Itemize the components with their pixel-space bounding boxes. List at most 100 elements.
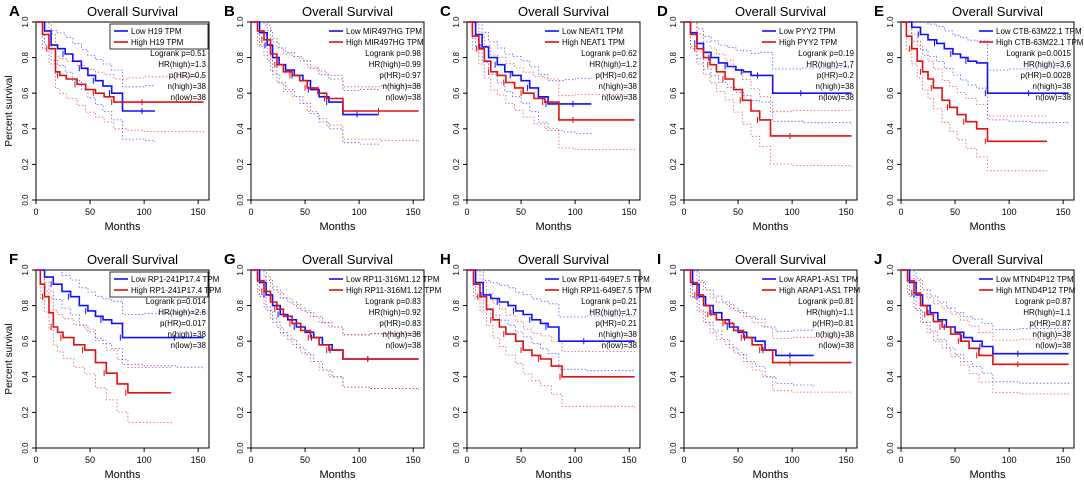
stat-text: p(HR)=0.017 [160, 319, 207, 328]
y-tick-label: 0.4 [21, 371, 30, 383]
stat-text: HR(high)=1.7 [806, 60, 854, 69]
y-tick-label: 0.2 [886, 158, 895, 170]
x-axis-label: Months [104, 469, 141, 481]
y-tick-label: 0.8 [452, 299, 461, 311]
stat-text: HR(high)=2.6 [158, 308, 206, 317]
survival-curve-low [467, 269, 635, 342]
plot-frame [35, 269, 210, 449]
x-tick-label: 150 [1056, 207, 1071, 217]
x-tick-label: 100 [785, 455, 800, 465]
ci-upper-line [36, 269, 204, 315]
chart-title: Overall Survival [302, 252, 393, 267]
x-tick-label: 0 [681, 455, 686, 465]
x-tick-label: 150 [191, 207, 206, 217]
stat-text: Logrank p=0.014 [146, 297, 207, 306]
y-tick-label: 0.6 [236, 335, 245, 347]
legend-label: High RP1-241P17.4 TPM [131, 286, 221, 295]
legend-box [109, 271, 209, 298]
y-tick-label: 0.6 [21, 87, 30, 99]
y-tick-label: 0.6 [886, 335, 895, 347]
chart-title: Overall Survival [952, 252, 1043, 267]
panel-a: A Overall Survival 0 50 100 150 0.0 0.2 0.4 0.6 0.… [4, 3, 210, 233]
stat-text: Logrank p=0.83 [365, 297, 421, 306]
stat-text: n(high)=38 [816, 82, 855, 91]
x-tick-label: 100 [1002, 207, 1017, 217]
stat-text: p(HR)=0.62 [595, 71, 637, 80]
legend-label: Low RP11-316M1.12 TPM [346, 275, 440, 284]
y-tick-label: 0.2 [21, 406, 30, 418]
plot-frame [900, 269, 1075, 449]
x-tick-label: 50 [950, 455, 960, 465]
y-tick-label: 0.4 [886, 371, 895, 383]
ci-lower-line [901, 269, 1069, 396]
x-axis-label: Months [319, 221, 356, 233]
x-axis-label: Months [319, 469, 356, 481]
panel-label: B [224, 3, 235, 20]
y-tick-label: 0.0 [669, 194, 678, 206]
y-tick-label: 0.4 [669, 123, 678, 135]
stat-text: Logrank p=0.98 [365, 49, 421, 58]
y-tick-label: 0.8 [669, 51, 678, 63]
ci-upper-line [251, 21, 419, 88]
ci-upper-line [901, 21, 1069, 71]
legend-label: Low PYY2 TPM [779, 27, 836, 36]
survival-curve-high [251, 21, 419, 112]
legend-label: Low NEAT1 TPM [562, 27, 623, 36]
x-tick-label: 100 [568, 207, 583, 217]
panel-d: D Overall Survival 0 50 100 150 0.0 0.2 0.4 0.6 0.… [657, 3, 858, 233]
ci-upper-line [901, 21, 1048, 117]
ci-lower-line [467, 269, 635, 373]
stat-text: n(low)=38 [386, 93, 422, 102]
y-tick-label: 0.2 [886, 406, 895, 418]
x-tick-label: 0 [681, 207, 686, 217]
y-tick-label: 0.0 [21, 194, 30, 206]
y-tick-label: 0.8 [886, 299, 895, 311]
stat-text: n(high)=38 [599, 330, 638, 339]
panel-g: G Overall Survival 0 50 100 150 0.0 0.2 0.4 0.6 0.… [224, 251, 442, 481]
x-tick-label: 100 [137, 207, 152, 217]
x-tick-label: 50 [733, 455, 743, 465]
stat-text: n(high)=38 [168, 330, 207, 339]
y-tick-label: 0.4 [236, 371, 245, 383]
legend-label: High PYY2 TPM [779, 38, 837, 47]
legend-label: Low MTND4P12 TPM [996, 275, 1074, 284]
stat-text: Logrank p=0.0015 [1006, 49, 1071, 58]
stat-text: n(low)=38 [819, 93, 855, 102]
x-axis-label: Months [969, 221, 1006, 233]
x-tick-label: 0 [464, 455, 469, 465]
y-tick-label: 1.0 [236, 264, 245, 276]
stat-text: n(low)=38 [602, 93, 638, 102]
panel-h: H Overall Survival 0 50 100 150 0.0 0.2 0.4 0.6 0.… [440, 251, 652, 481]
panel-label: A [9, 3, 20, 20]
ci-upper-line [251, 269, 419, 336]
panel-label: G [224, 251, 236, 268]
plot-frame [683, 21, 858, 201]
y-tick-label: 0.8 [21, 299, 30, 311]
stat-text: HR(high)=1.1 [806, 308, 854, 317]
x-axis-label: Months [752, 221, 789, 233]
y-tick-label: 0.2 [669, 158, 678, 170]
chart-title: Overall Survival [952, 4, 1043, 19]
y-axis-label: Percent survival [4, 75, 15, 146]
legend-label: High RP11-316M1.12 TPM [346, 286, 442, 295]
x-tick-label: 100 [785, 207, 800, 217]
y-tick-label: 0.2 [236, 406, 245, 418]
stat-text: n(high)=38 [599, 82, 638, 91]
ci-upper-line [467, 269, 635, 318]
stat-text: n(low)=38 [386, 341, 422, 350]
x-tick-label: 150 [622, 207, 637, 217]
chart-title: Overall Survival [87, 252, 178, 267]
chart-title: Overall Survival [735, 252, 826, 267]
survival-curve-low [36, 21, 155, 112]
x-tick-label: 0 [248, 455, 253, 465]
x-tick-label: 100 [568, 455, 583, 465]
stat-text: Logrank p=0.62 [581, 49, 637, 58]
ci-upper-line [684, 21, 852, 113]
y-tick-label: 0.0 [452, 442, 461, 454]
x-tick-label: 50 [300, 207, 310, 217]
x-tick-label: 150 [191, 455, 206, 465]
legend-label: High NEAT1 TPM [562, 38, 625, 47]
x-axis-label: Months [969, 469, 1006, 481]
y-tick-label: 0.6 [452, 87, 461, 99]
y-tick-label: 1.0 [21, 264, 30, 276]
